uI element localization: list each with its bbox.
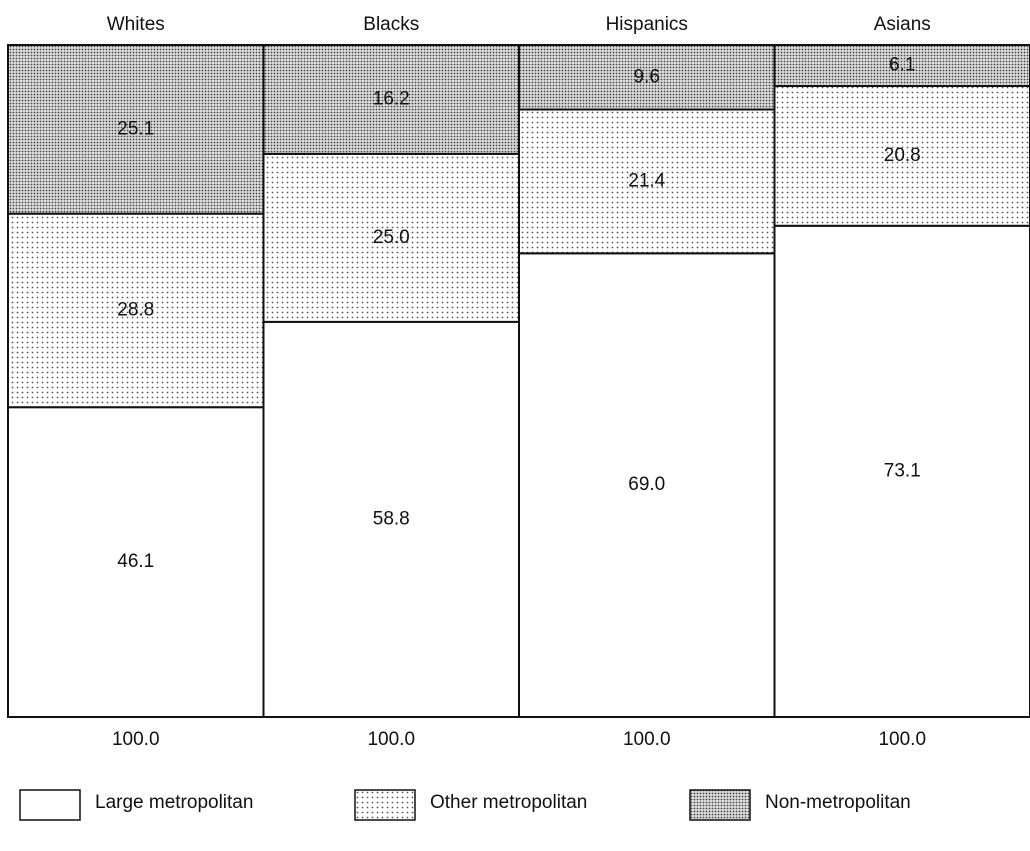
total-label: 100.0: [367, 729, 415, 750]
value-label: 21.4: [628, 170, 665, 191]
x-tick-label: Asians: [874, 14, 931, 35]
bar-segment: [7, 406, 265, 718]
total-label: 100.0: [878, 729, 926, 750]
legend-swatch: [689, 789, 751, 821]
value-label: 46.1: [117, 551, 154, 572]
value-label: 69.0: [628, 474, 665, 495]
bar-segment: [773, 44, 1030, 87]
legend-swatch: [354, 789, 416, 821]
legend-label: Non-metropolitan: [765, 792, 911, 813]
total-label: 100.0: [623, 729, 671, 750]
legend-label: Large metropolitan: [95, 792, 253, 813]
value-label: 58.8: [373, 508, 410, 529]
value-label: 16.2: [373, 88, 410, 109]
x-tick-label: Hispanics: [606, 14, 688, 35]
bar-outline: [773, 44, 1030, 718]
x-tick-label: Blacks: [363, 14, 419, 35]
value-label: 73.1: [884, 460, 921, 481]
value-label: 25.1: [117, 118, 154, 139]
legend-label: Other metropolitan: [430, 792, 587, 813]
legend-swatch: [19, 789, 81, 821]
bar-segment: [518, 252, 776, 718]
value-label: 6.1: [889, 55, 915, 76]
value-label: 20.8: [884, 145, 921, 166]
value-label: 25.0: [373, 227, 410, 248]
value-label: 9.6: [634, 66, 660, 87]
total-label: 100.0: [112, 729, 160, 750]
bar-segment: [7, 212, 265, 409]
value-label: 28.8: [117, 299, 154, 320]
x-tick-label: Whites: [107, 14, 165, 35]
